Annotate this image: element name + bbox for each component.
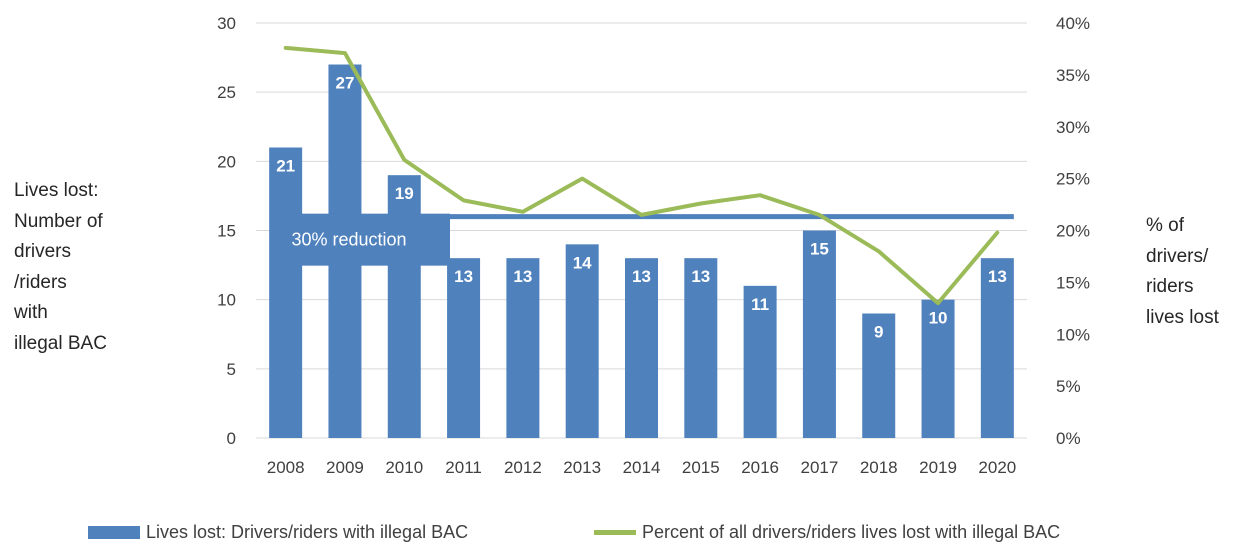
bar-data-label: 19 (395, 184, 414, 203)
left-tick-label: 25 (217, 83, 236, 102)
x-tick-label: 2011 (445, 458, 482, 477)
right-tick-label: 30% (1056, 118, 1090, 137)
right-axis-ticks: 0% 5% 10% 15% 20% 25% 30% 35% 40% (1056, 14, 1090, 448)
reduction-label: 30% reduction (291, 230, 406, 250)
x-tick-label: 2009 (326, 458, 364, 477)
left-tick-label: 15 (217, 222, 236, 241)
bar-data-label: 13 (988, 267, 1007, 286)
bar-data-label: 15 (810, 240, 829, 259)
bar (684, 258, 718, 438)
bar-data-label: 14 (573, 253, 592, 272)
bar (506, 258, 540, 438)
left-tick-label: 30 (217, 14, 236, 33)
bar-data-label: 13 (513, 267, 532, 286)
legend-item-line: Percent of all drivers/riders lives lost… (594, 522, 1060, 543)
bar-data-label: 13 (454, 267, 473, 286)
legend-item-bars: Lives lost: Drivers/riders with illegal … (88, 522, 468, 543)
bar (625, 258, 658, 438)
reduction-annotation: 30% reduction (276, 213, 1014, 266)
left-tick-label: 5 (227, 360, 236, 379)
bar-data-label: 13 (691, 267, 710, 286)
x-tick-label: 2013 (563, 458, 601, 477)
axis-title-line: riders (1146, 276, 1194, 297)
left-tick-label: 20 (217, 152, 236, 171)
bar (862, 313, 896, 438)
legend-bar-swatch (88, 526, 140, 539)
x-tick-label: 2015 (682, 458, 720, 477)
bar (565, 244, 599, 438)
left-tick-label: 10 (217, 291, 236, 310)
axis-title-line: illegal BAC (14, 332, 107, 354)
right-tick-label: 40% (1056, 14, 1090, 33)
right-axis-title: % of drivers/riders lives lost (1146, 211, 1246, 333)
right-tick-label: 25% (1056, 170, 1090, 189)
legend-line-label: Percent of all drivers/riders lives lost… (642, 522, 1061, 542)
x-axis-ticks: 2008 2009 2010 2011 2012 2013 2014 2015 2016 2017… (267, 458, 1017, 477)
right-tick-label: 0% (1056, 429, 1081, 448)
reduction-label-box (276, 213, 450, 266)
x-tick-label: 2014 (623, 458, 661, 477)
bar (802, 230, 836, 438)
x-tick-label: 2016 (741, 458, 779, 477)
x-tick-label: 2017 (801, 458, 839, 477)
right-tick-label: 5% (1056, 377, 1081, 396)
bar-data-label: 11 (751, 295, 769, 314)
axis-title-line: % of (1146, 215, 1185, 236)
bar-data-label: 27 (336, 74, 355, 93)
axis-title-line: /riders (14, 271, 67, 293)
bar (743, 285, 777, 438)
bar (447, 258, 481, 438)
x-tick-label: 2019 (919, 458, 957, 477)
bar (269, 147, 303, 438)
bar (980, 258, 1014, 438)
right-tick-label: 35% (1056, 66, 1090, 85)
legend-bar-label: Lives lost: Drivers/riders with illegal … (146, 522, 469, 542)
x-tick-label: 2008 (267, 458, 305, 477)
legend: Lives lost: Drivers/riders with illegal … (0, 522, 1248, 546)
axis-title-line: drivers/ (1146, 245, 1209, 267)
bar (921, 299, 955, 438)
left-axis-title: Lives lost: Number of drivers/riders with il… (14, 176, 154, 359)
bar-data-label: 10 (929, 309, 948, 328)
axis-title-line: Number of (14, 210, 103, 232)
bar-data-labels: 21 27 19 13 13 14 13 13 11 15 9 10 13 (276, 74, 1007, 342)
bar-data-label: 13 (632, 267, 651, 286)
x-tick-label: 2010 (385, 458, 423, 477)
x-tick-label: 2012 (504, 458, 542, 477)
left-axis-ticks: 0 5 10 15 20 25 30 (217, 14, 236, 448)
axis-title-line: drivers (14, 241, 72, 262)
bar-data-label: 9 (874, 323, 883, 342)
axis-title-line: lives lost (1146, 306, 1219, 328)
right-tick-label: 15% (1056, 273, 1090, 292)
bar-data-label: 21 (276, 157, 295, 176)
x-tick-label: 2020 (978, 458, 1016, 477)
right-tick-label: 10% (1056, 325, 1090, 344)
right-tick-label: 20% (1056, 222, 1090, 241)
x-tick-label: 2018 (860, 458, 898, 477)
legend-line-swatch (594, 530, 636, 535)
left-tick-label: 0 (227, 429, 236, 448)
axis-title-line: with (14, 302, 48, 323)
axis-title-line: Lives lost: (14, 180, 99, 201)
line-series (283, 45, 1000, 306)
